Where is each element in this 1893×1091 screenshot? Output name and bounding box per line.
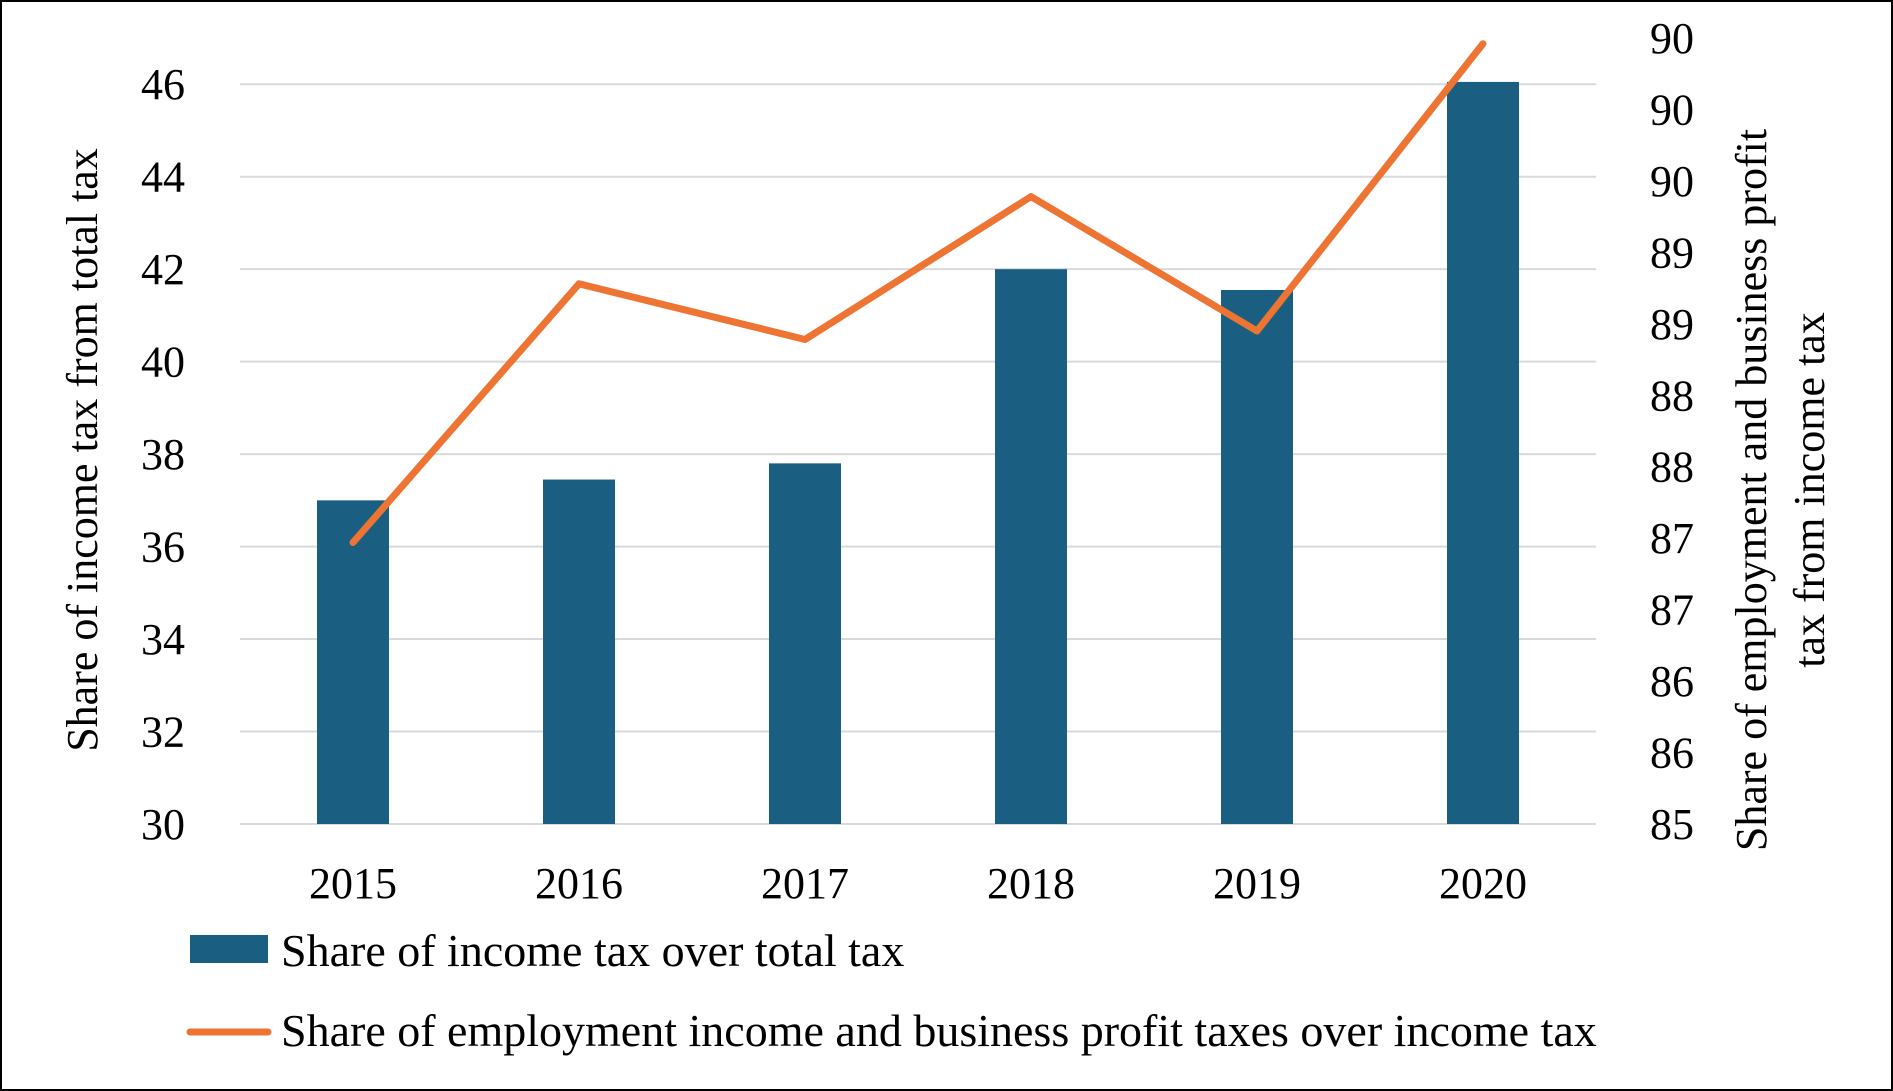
bar-2020 [1447,81,1519,825]
x-tick-label: 2016 [535,859,623,908]
left-tick-label: 42 [141,245,185,294]
right-tick-label: 89 [1650,228,1694,277]
left-axis-ticks: 30 32 34 36 38 40 42 44 46 [141,60,185,849]
right-tick-label: 88 [1650,371,1694,420]
right-axis-title-line-1: Share of employment and business profit [1727,129,1776,851]
bar-series [317,81,1519,825]
right-tick-label: 90 [1650,157,1694,206]
bar-2018 [995,269,1067,824]
legend-label-bar: Share of income tax over total tax [281,925,904,976]
x-tick-label: 2018 [987,859,1075,908]
left-tick-label: 46 [141,60,185,109]
bar-2016 [543,479,615,824]
left-tick-label: 40 [141,338,185,387]
right-tick-label: 85 [1650,800,1694,849]
x-tick-label: 2015 [309,859,397,908]
left-tick-label: 44 [141,153,185,202]
legend: Share of income tax over total tax Share… [186,925,1597,1056]
legend-swatch-bar [190,935,268,963]
legend-label-line: Share of employment income and business … [281,1005,1597,1056]
bar-2019 [1221,289,1293,824]
x-tick-label: 2020 [1439,859,1527,908]
left-tick-label: 34 [141,615,185,664]
bar-2015 [317,500,389,824]
left-tick-label: 32 [141,708,185,757]
right-tick-label: 90 [1650,85,1694,134]
right-axis-ticks: 85 86 86 87 87 88 88 89 89 90 90 90 [1650,14,1694,849]
line-series [349,40,1487,546]
right-tick-label: 86 [1650,729,1694,778]
x-axis-ticks: 2015 2016 2017 2018 2019 2020 [309,859,1527,908]
right-axis-title-line-2: tax from income tax [1785,312,1834,668]
x-tick-label: 2019 [1213,859,1301,908]
bar-2017 [769,463,841,824]
left-tick-label: 36 [141,523,185,572]
left-axis-title: Share of income tax from total tax [58,148,107,752]
right-tick-label: 88 [1650,443,1694,492]
left-tick-label: 38 [141,430,185,479]
right-tick-label: 87 [1650,514,1694,563]
right-tick-label: 86 [1650,657,1694,706]
line-path [349,40,1487,546]
right-tick-label: 89 [1650,300,1694,349]
x-tick-label: 2017 [761,859,849,908]
right-tick-label: 90 [1650,14,1694,63]
left-tick-label: 30 [141,800,185,849]
gridlines [240,83,1596,825]
right-tick-label: 87 [1650,586,1694,635]
